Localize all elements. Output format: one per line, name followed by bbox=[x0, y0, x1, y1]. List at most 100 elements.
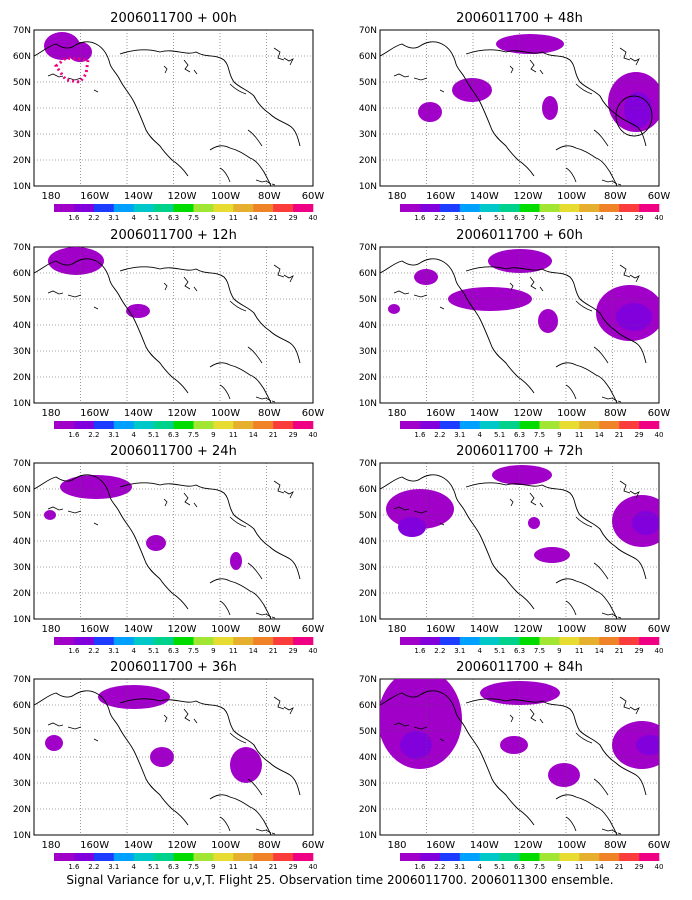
colorbar-label: 4 bbox=[477, 647, 482, 655]
variance-contour bbox=[230, 552, 242, 570]
colorbar-swatch bbox=[519, 421, 540, 429]
colorbar-swatch bbox=[400, 853, 421, 861]
colorbar-swatch bbox=[439, 637, 461, 645]
variance-contour bbox=[126, 304, 150, 318]
lat-tick-label: 60N bbox=[13, 269, 31, 279]
colorbar-swatch bbox=[113, 853, 134, 861]
variance-contour bbox=[632, 511, 659, 535]
colorbar-label: 40 bbox=[309, 431, 318, 439]
colorbar-label: 11 bbox=[229, 214, 238, 222]
colorbar-label: 14 bbox=[595, 214, 604, 222]
panel-title: 2006011700 + 24h bbox=[110, 444, 237, 459]
lon-tick-label: 120W bbox=[514, 408, 543, 419]
colorbar-label: 14 bbox=[595, 647, 604, 655]
variance-contour bbox=[534, 547, 570, 563]
colorbar-label: 7.5 bbox=[188, 214, 199, 222]
colorbar-swatch bbox=[400, 421, 421, 429]
lon-tick-label: 60W bbox=[302, 408, 325, 419]
colorbar-label: 4 bbox=[131, 431, 136, 439]
colorbar-label: 14 bbox=[595, 431, 604, 439]
lat-tick-label: 10N bbox=[359, 831, 377, 841]
lon-tick-label: 60W bbox=[302, 840, 325, 851]
lat-tick-label: 20N bbox=[13, 805, 31, 815]
lon-tick-label: 60W bbox=[648, 191, 671, 202]
map-panel: 2006011700 + 48h 70N 60N 50N 40N 30N 20N 10N 180… bbox=[359, 11, 671, 202]
colorbar-swatch bbox=[193, 421, 214, 429]
colorbar-label: 5.1 bbox=[148, 647, 159, 655]
colorbar-swatch bbox=[639, 421, 660, 429]
colorbar-label: 9 bbox=[557, 431, 561, 439]
colorbar-swatch bbox=[133, 637, 154, 645]
colorbar-label: 11 bbox=[575, 214, 584, 222]
lon-tick-label: 80W bbox=[258, 408, 281, 419]
lon-tick-label: 160W bbox=[80, 624, 109, 635]
lon-tick-label: 100W bbox=[557, 840, 586, 851]
colorbar-swatch bbox=[439, 853, 461, 861]
colorbar-label: 1.6 bbox=[68, 431, 80, 439]
colorbar-label: 3.1 bbox=[454, 431, 465, 439]
lat-tick-label: 30N bbox=[359, 779, 377, 789]
colorbar-label: 1.6 bbox=[414, 647, 426, 655]
colorbar-swatch bbox=[213, 637, 234, 645]
lon-tick-label: 160W bbox=[426, 624, 455, 635]
colorbar-swatch bbox=[579, 853, 600, 861]
colorbar-swatch bbox=[579, 421, 600, 429]
lon-tick-label: 180 bbox=[41, 408, 60, 419]
lat-tick-label: 70N bbox=[13, 26, 31, 36]
lat-tick-label: 30N bbox=[359, 347, 377, 357]
colorbar-label: 6.3 bbox=[514, 431, 525, 439]
variance-contour bbox=[488, 249, 552, 273]
colorbar-swatch bbox=[499, 637, 520, 645]
lon-tick-label: 60W bbox=[648, 408, 671, 419]
lat-tick-label: 60N bbox=[13, 485, 31, 495]
colorbar-label: 2.2 bbox=[434, 214, 445, 222]
colorbar-swatch bbox=[213, 853, 234, 861]
colorbar-label: 1.6 bbox=[68, 647, 80, 655]
colorbar-label: 11 bbox=[229, 431, 238, 439]
variance-contour bbox=[400, 731, 432, 759]
colorbar-swatch bbox=[619, 637, 640, 645]
colorbar: 1.6 2.2 3.1 4 5.1 6.3 7.5 9 11 14 21 29 40 bbox=[400, 204, 663, 222]
variance-contour bbox=[386, 489, 454, 529]
colorbar-swatch bbox=[439, 421, 461, 429]
colorbar-swatch bbox=[153, 421, 174, 429]
lon-tick-label: 120W bbox=[168, 624, 197, 635]
colorbar-swatch bbox=[400, 204, 421, 212]
variance-contour bbox=[398, 517, 426, 537]
colorbar-label: 21 bbox=[269, 431, 278, 439]
lat-tick-label: 40N bbox=[13, 753, 31, 763]
colorbar-label: 2.2 bbox=[434, 863, 445, 871]
variance-contour bbox=[448, 287, 532, 311]
colorbar-label: 6.3 bbox=[168, 214, 179, 222]
colorbar-swatch bbox=[193, 853, 214, 861]
colorbar-label: 3.1 bbox=[108, 214, 119, 222]
lon-tick-label: 100W bbox=[557, 408, 586, 419]
colorbar-swatch bbox=[233, 853, 254, 861]
colorbar-label: 7.5 bbox=[534, 431, 545, 439]
colorbar-swatch bbox=[400, 637, 421, 645]
colorbar-swatch bbox=[293, 853, 314, 861]
lon-tick-label: 140W bbox=[124, 408, 153, 419]
colorbar-swatch bbox=[54, 853, 75, 861]
colorbar-label: 7.5 bbox=[188, 647, 199, 655]
colorbar-swatch bbox=[233, 204, 254, 212]
colorbar-label: 6.3 bbox=[514, 647, 525, 655]
colorbar-label: 4 bbox=[131, 647, 136, 655]
colorbar-label: 6.3 bbox=[168, 431, 179, 439]
panel-title: 2006011700 + 48h bbox=[456, 11, 583, 26]
colorbar-swatch bbox=[619, 204, 640, 212]
lon-tick-label: 80W bbox=[604, 624, 627, 635]
variance-contour bbox=[60, 475, 132, 499]
lon-tick-label: 100W bbox=[557, 624, 586, 635]
colorbar-swatch bbox=[459, 204, 480, 212]
colorbar-label: 9 bbox=[211, 863, 215, 871]
lon-tick-label: 100W bbox=[211, 191, 240, 202]
colorbar-label: 6.3 bbox=[168, 863, 179, 871]
map-panel: 2006011700 + 12h 70N 60N 50N 40N 30N 20N 10N 180… bbox=[13, 228, 325, 419]
colorbar-swatch bbox=[93, 853, 115, 861]
lat-tick-label: 10N bbox=[359, 615, 377, 625]
colorbar-swatch bbox=[599, 853, 620, 861]
colorbar-swatch bbox=[173, 204, 194, 212]
colorbar-swatch bbox=[253, 853, 274, 861]
